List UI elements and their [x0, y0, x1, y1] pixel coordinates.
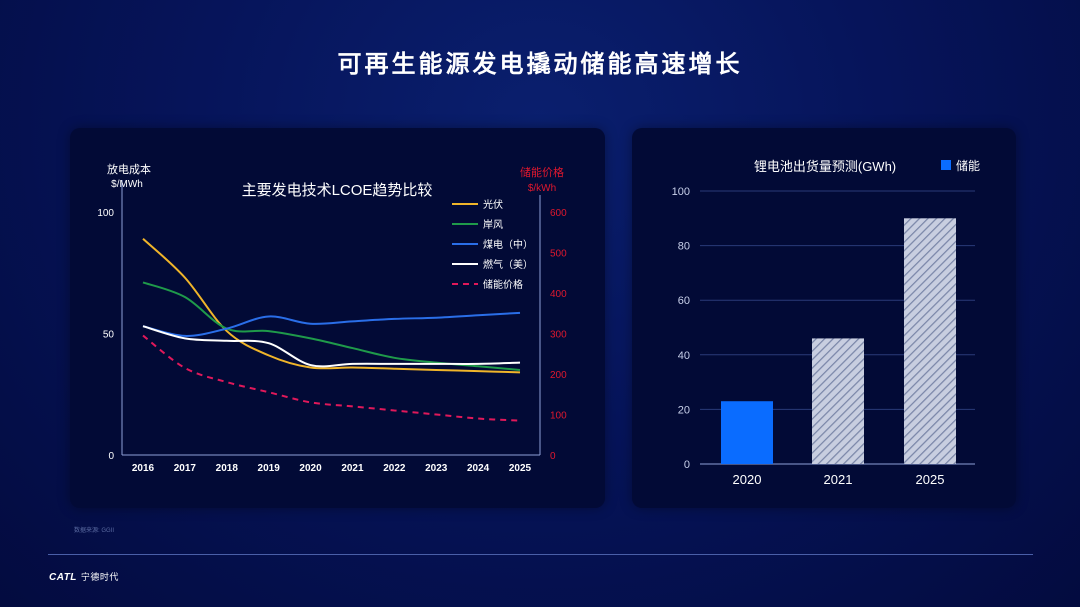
left-axis-label: 放电成本	[107, 162, 151, 176]
left-tick-label: 0	[108, 451, 114, 462]
series-line-4	[142, 334, 521, 422]
x-tick-label: 2020	[299, 463, 322, 474]
legend-label: 光伏	[483, 198, 503, 211]
x-tick-label: 2020	[733, 472, 762, 487]
y-tick-label: 60	[678, 295, 690, 307]
right-axis-label: 储能价格	[520, 165, 564, 179]
x-tick-label: 2017	[174, 463, 197, 474]
legend-swatch	[941, 160, 951, 170]
y-tick-label: 20	[678, 404, 690, 416]
legend-label: 储能	[956, 158, 980, 173]
right-tick-label: 400	[550, 289, 567, 300]
x-tick-label: 2024	[467, 463, 490, 474]
right-tick-label: 300	[550, 330, 567, 341]
series-line-2	[142, 311, 521, 337]
footer-divider	[48, 554, 1033, 555]
legend-label: 燃气（美）	[483, 258, 533, 271]
right-tick-label: 200	[550, 370, 567, 381]
right-tick-label: 600	[550, 208, 567, 219]
data-source: 数据来源: GGII	[74, 528, 115, 534]
y-tick-label: 80	[678, 241, 690, 253]
x-tick-label: 2021	[341, 463, 364, 474]
x-tick-label: 2019	[258, 463, 281, 474]
lcoe-chart-panel	[70, 128, 605, 508]
right-tick-label: 100	[550, 411, 567, 422]
y-tick-label: 0	[684, 459, 690, 471]
chart-title: 主要发电技术LCOE趋势比较	[242, 181, 433, 199]
right-tick-label: 0	[550, 451, 556, 462]
y-tick-label: 100	[672, 186, 690, 198]
bar-2025	[904, 218, 956, 464]
left-tick-label: 50	[103, 330, 115, 341]
legend-label: 岸风	[483, 219, 503, 231]
x-tick-label: 2016	[132, 463, 155, 474]
right-axis-unit: $/kWh	[528, 183, 556, 194]
x-tick-label: 2025	[509, 463, 532, 474]
x-tick-label: 2021	[824, 472, 853, 487]
right-tick-label: 500	[550, 249, 567, 260]
y-tick-label: 40	[678, 350, 690, 362]
x-tick-label: 2025	[916, 472, 945, 487]
left-tick-label: 100	[97, 208, 114, 219]
series-line-3	[142, 325, 521, 368]
x-tick-label: 2018	[216, 463, 239, 474]
legend-label: 储能价格	[483, 278, 523, 291]
legend-label: 煤电（中）	[483, 238, 533, 251]
series-line-0	[142, 237, 521, 374]
x-tick-label: 2023	[425, 463, 448, 474]
catl-logo: CATL 宁德时代	[49, 572, 119, 583]
bar-2020	[721, 401, 773, 464]
page-title: 可再生能源发电撬动储能高速增长	[337, 50, 743, 78]
x-tick-label: 2022	[383, 463, 406, 474]
bar-2021	[812, 338, 864, 464]
left-axis-unit: $/MWh	[111, 179, 143, 190]
chart-title: 锂电池出货量预测(GWh)	[754, 159, 896, 174]
